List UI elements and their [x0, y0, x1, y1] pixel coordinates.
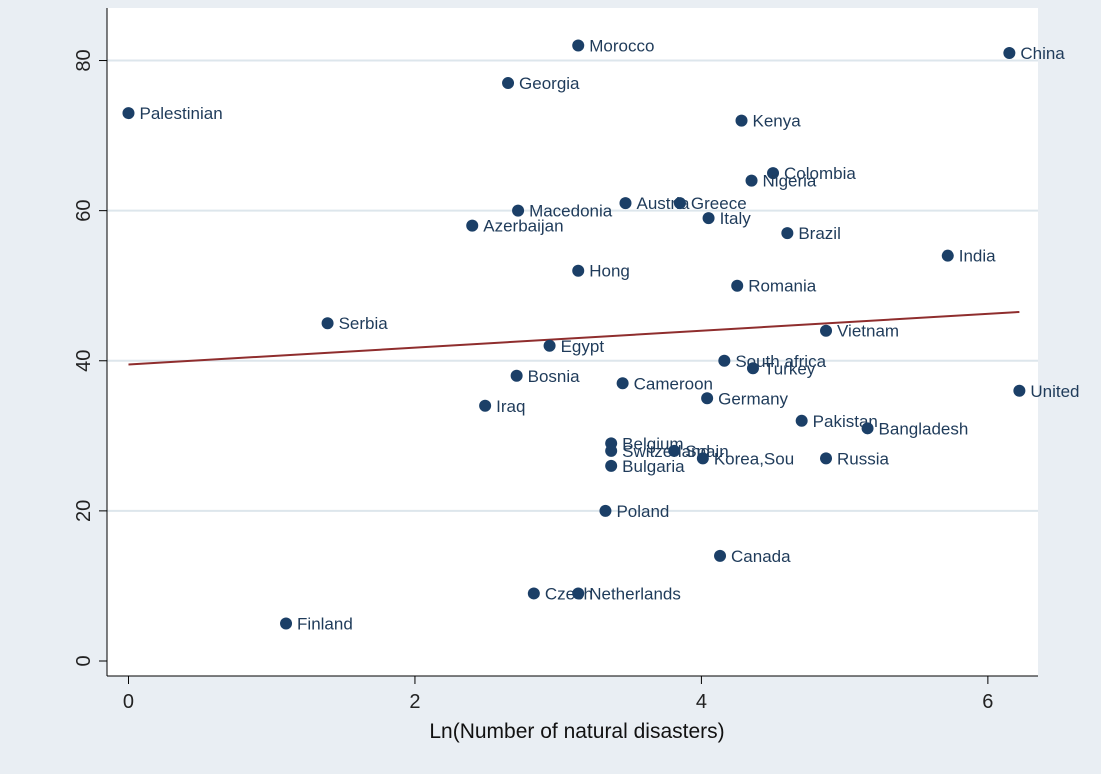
data-points: Morocco China Georgia Palestinian Kenya Colom…	[122, 37, 1080, 633]
data-point	[781, 227, 794, 240]
point-label: Cameroon	[634, 374, 713, 393]
point-label: Macedonia	[529, 202, 613, 221]
data-point	[702, 212, 715, 225]
point-label: Hong	[589, 262, 630, 281]
point-label: Georgia	[519, 74, 580, 93]
y-axis-ticks: 0 20 40 60 80	[73, 49, 107, 667]
point-label: Russia	[837, 449, 890, 468]
data-point	[280, 617, 293, 630]
y-tick-label: 40	[73, 350, 95, 372]
point-label: Switzerland	[622, 442, 710, 461]
data-point	[861, 422, 874, 435]
point-label: Colombia	[784, 164, 856, 183]
point-label: Palestinian	[139, 104, 222, 123]
data-point	[941, 249, 954, 262]
data-point	[820, 452, 833, 465]
point-label: Kenya	[753, 112, 802, 131]
point-label: Italy	[720, 209, 752, 228]
data-point	[718, 354, 731, 367]
data-point	[746, 362, 759, 375]
data-point	[605, 444, 618, 457]
point-label: Vietnam	[837, 322, 899, 341]
point-label: Greece	[691, 194, 747, 213]
data-point	[321, 317, 334, 330]
fit-line	[128, 310, 1020, 366]
point-label: Czech	[545, 584, 593, 603]
data-point	[673, 197, 686, 210]
point-label: Netherlands	[589, 584, 681, 603]
fit-line-group	[128, 310, 1020, 366]
data-point	[696, 452, 709, 465]
point-label: Iraq	[496, 397, 525, 416]
data-point	[512, 204, 525, 217]
data-point	[714, 549, 727, 562]
data-point	[605, 459, 618, 472]
point-label: Serbia	[339, 314, 389, 333]
data-point	[1003, 47, 1016, 60]
data-point	[745, 174, 758, 187]
data-point	[466, 219, 479, 232]
point-label: Azerbaijan	[483, 217, 563, 236]
data-point	[510, 369, 523, 382]
data-point	[572, 587, 585, 600]
point-label: China	[1020, 44, 1065, 63]
x-tick-label: 4	[696, 691, 707, 713]
data-point	[619, 197, 632, 210]
data-point	[527, 587, 540, 600]
gridlines	[107, 59, 1038, 512]
point-label: Poland	[616, 502, 669, 521]
x-tick-label: 2	[409, 691, 420, 713]
point-label: Finland	[297, 614, 353, 633]
data-point	[616, 377, 629, 390]
point-label: Romania	[748, 277, 817, 296]
data-point	[735, 114, 748, 127]
point-label: Pakistan	[813, 412, 878, 431]
data-point	[767, 167, 780, 180]
data-point	[543, 339, 556, 352]
point-label: Germany	[718, 389, 788, 408]
x-tick-label: 0	[123, 691, 134, 713]
point-label: Bangladesh	[879, 419, 969, 438]
point-label: Brazil	[798, 224, 841, 243]
point-label: Nigeria	[763, 172, 817, 191]
data-point	[701, 392, 714, 405]
point-label: Canada	[731, 547, 791, 566]
data-point	[502, 77, 515, 90]
point-label: Korea,Sou	[714, 449, 794, 468]
data-point	[668, 444, 681, 457]
data-point	[479, 399, 492, 412]
point-label: Turkey	[764, 359, 816, 378]
point-label: United	[1030, 382, 1079, 401]
point-label: Belgium	[622, 434, 683, 453]
data-point	[599, 504, 612, 517]
data-point	[820, 324, 833, 337]
point-label: Spain	[685, 442, 728, 461]
y-tick-label: 20	[73, 500, 95, 522]
data-point	[1013, 384, 1026, 397]
y-tick-label: 60	[73, 200, 95, 222]
data-point	[572, 264, 585, 277]
plot-area	[107, 8, 1038, 676]
data-point	[795, 414, 808, 427]
x-tick-label: 6	[982, 691, 993, 713]
data-point	[122, 107, 135, 120]
y-tick-label: 80	[73, 49, 95, 71]
point-label: Egypt	[561, 337, 605, 356]
y-tick-label: 0	[73, 655, 95, 666]
x-axis-title: Ln(Number of natural disasters)	[429, 720, 724, 743]
point-label: India	[959, 247, 996, 266]
point-label: Bulgaria	[622, 457, 685, 476]
x-axis-ticks: 0 2 4 6	[123, 676, 993, 713]
point-label: Morocco	[589, 37, 654, 56]
data-point	[731, 279, 744, 292]
point-label: Bosnia	[528, 367, 581, 386]
data-point	[572, 39, 585, 52]
